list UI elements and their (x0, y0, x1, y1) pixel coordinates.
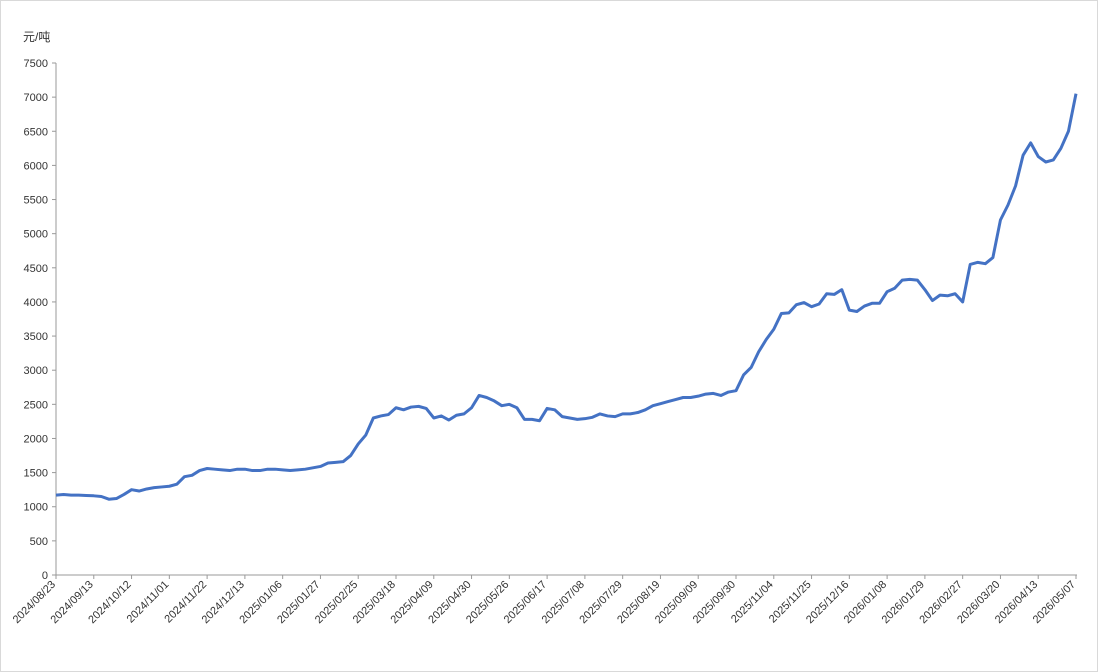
y-tick-label: 0 (42, 570, 48, 582)
y-tick-label: 1500 (24, 468, 48, 480)
y-tick-label: 6500 (24, 126, 48, 138)
y-tick-label: 6000 (24, 160, 48, 172)
line (55, 93, 1078, 501)
y-tick-label: 5500 (24, 195, 48, 207)
y-axis-label: 元/吨 (23, 30, 50, 44)
y-tick-label: 4500 (24, 263, 48, 275)
y-tick-label: 5000 (24, 229, 48, 241)
y-tick-label: 4000 (24, 297, 48, 309)
y-tick-label: 2500 (24, 399, 48, 411)
y-tick-label: 2000 (24, 433, 48, 445)
y-tick-label: 7000 (24, 92, 48, 104)
y-tick-label: 1000 (24, 502, 48, 514)
y-tick-label: 3500 (24, 331, 48, 343)
y-tick-label: 3000 (24, 365, 48, 377)
y-tick-label: 500 (30, 536, 48, 548)
y-tick-label: 7500 (24, 58, 48, 70)
